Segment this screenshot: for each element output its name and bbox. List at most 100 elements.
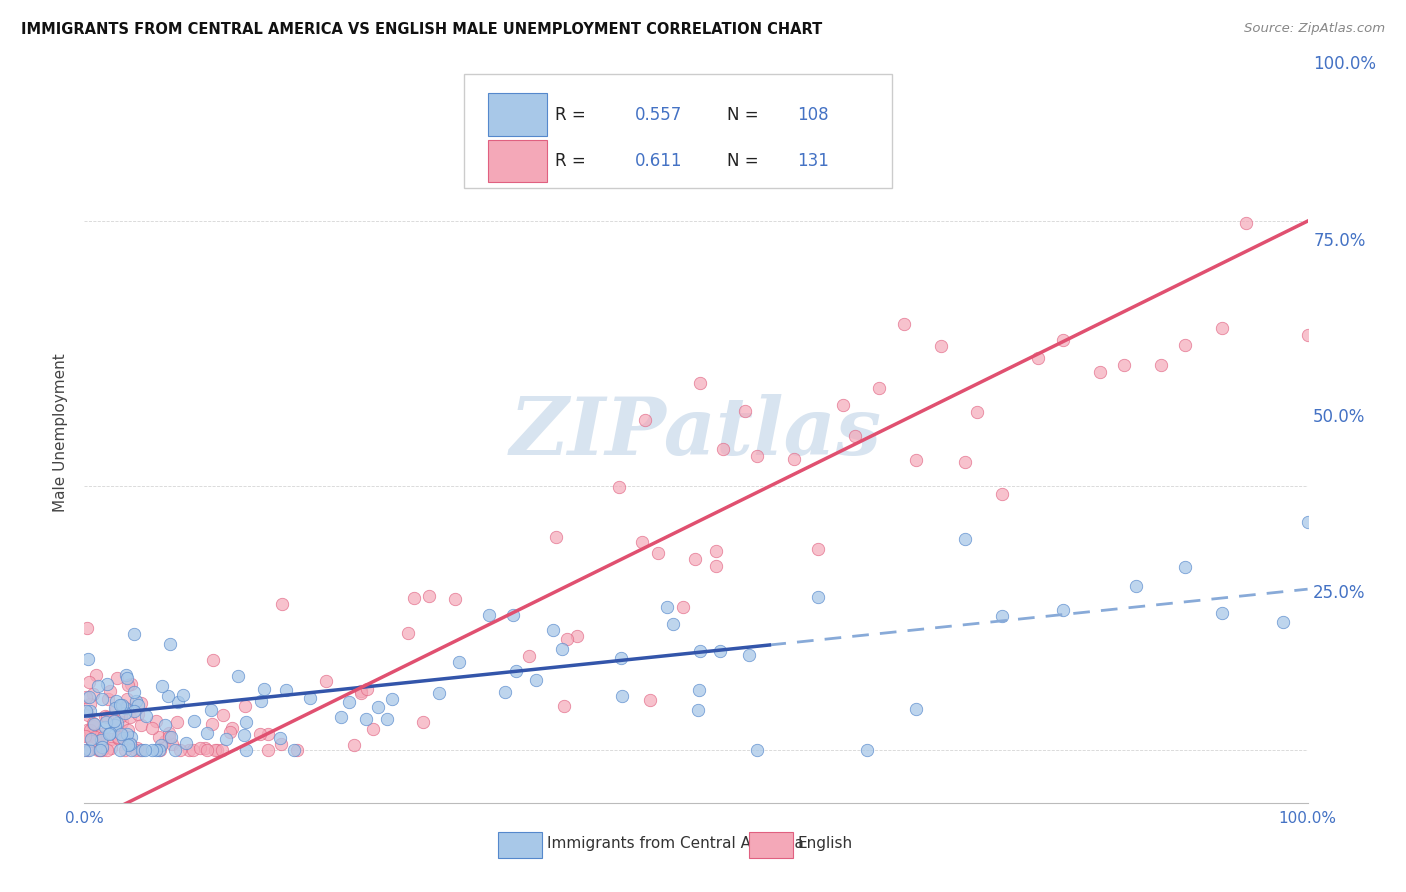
Point (117, 678, 139, 692)
Point (1211, 607, 1233, 621)
Point (141, 721, 163, 735)
Point (367, 699, 389, 714)
Point (427, 686, 450, 700)
Point (215, 732, 238, 747)
Point (114, 743, 136, 757)
Point (734, 404, 756, 418)
Point (94, 708, 117, 723)
Point (82, 718, 104, 732)
Point (517, 648, 540, 663)
Point (87, 730, 110, 744)
Point (494, 685, 516, 699)
Point (105, 701, 128, 715)
Point (145, 743, 167, 757)
Text: Immigrants from Central America: Immigrants from Central America (547, 836, 804, 851)
Point (647, 546, 669, 560)
Point (75, 729, 97, 743)
Point (89, 743, 111, 757)
Point (953, 455, 976, 469)
Point (117, 691, 139, 706)
Point (709, 643, 731, 657)
Point (270, 737, 292, 751)
Point (100, 683, 122, 698)
Point (194, 740, 217, 755)
Point (343, 739, 366, 753)
Point (120, 676, 142, 690)
FancyBboxPatch shape (498, 831, 541, 858)
Point (747, 449, 769, 463)
Point (156, 690, 179, 704)
Point (218, 725, 240, 739)
Point (337, 695, 360, 709)
Point (98, 726, 121, 740)
Point (131, 743, 153, 757)
Point (76, 621, 98, 635)
Point (1236, 216, 1258, 230)
Point (412, 714, 434, 729)
Point (166, 714, 188, 729)
Point (79, 723, 101, 738)
Point (84, 668, 107, 682)
Point (110, 727, 132, 741)
Point (505, 664, 527, 678)
Text: N =: N = (727, 106, 763, 124)
Point (856, 743, 879, 757)
Point (135, 709, 157, 723)
Point (253, 681, 276, 696)
Point (76, 723, 98, 738)
Point (105, 716, 128, 731)
Point (107, 727, 129, 741)
Point (112, 731, 135, 745)
Point (90, 727, 112, 741)
Point (157, 726, 180, 740)
Point (541, 624, 564, 638)
Point (235, 743, 257, 757)
Point (221, 721, 243, 735)
Point (747, 743, 769, 757)
Point (929, 339, 952, 353)
FancyBboxPatch shape (488, 139, 547, 183)
Point (110, 709, 132, 723)
Text: 0.611: 0.611 (636, 152, 682, 170)
Point (631, 535, 654, 549)
Point (91, 731, 114, 745)
Point (89, 733, 111, 747)
Text: 0.557: 0.557 (636, 106, 682, 124)
Point (79, 743, 101, 757)
Point (79, 697, 101, 711)
Point (114, 706, 136, 720)
Point (689, 643, 711, 657)
Point (120, 730, 142, 744)
Point (118, 709, 141, 723)
Point (153, 733, 176, 747)
Text: IMMIGRANTS FROM CENTRAL AMERICA VS ENGLISH MALE UNEMPLOYMENT CORRELATION CHART: IMMIGRANTS FROM CENTRAL AMERICA VS ENGLI… (21, 22, 823, 37)
Point (115, 726, 138, 740)
Point (77, 674, 100, 689)
Point (683, 552, 706, 566)
Point (285, 743, 308, 757)
Point (354, 713, 377, 727)
Point (1052, 333, 1074, 347)
Point (166, 695, 188, 709)
Point (966, 405, 988, 419)
Point (688, 683, 710, 698)
Text: 108: 108 (797, 106, 830, 124)
Point (76, 743, 98, 757)
Point (381, 692, 404, 706)
Point (77, 730, 100, 744)
Point (104, 718, 127, 732)
Point (83, 716, 105, 731)
Point (97, 692, 120, 706)
Y-axis label: Male Unemployment: Male Unemployment (53, 353, 69, 512)
Point (127, 698, 149, 712)
Point (524, 673, 547, 688)
Point (134, 743, 156, 757)
Point (75, 704, 97, 718)
Point (96, 677, 118, 691)
Point (111, 698, 134, 713)
Point (76, 708, 98, 723)
Text: R =: R = (555, 152, 592, 170)
Point (73, 743, 96, 757)
Point (157, 730, 180, 744)
Point (129, 696, 152, 710)
